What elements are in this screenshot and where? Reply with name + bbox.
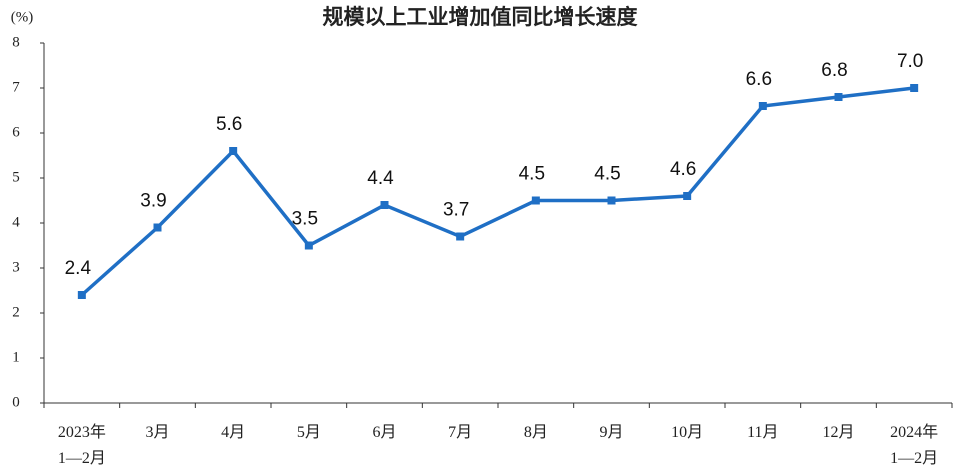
y-tick-label: 5 xyxy=(12,169,20,185)
data-point xyxy=(153,223,162,232)
x-tick-label: 7月 xyxy=(448,424,473,441)
data-point xyxy=(607,196,616,205)
data-label: 4.6 xyxy=(670,159,696,180)
x-tick-label: 3月 xyxy=(145,424,170,441)
data-label: 3.9 xyxy=(140,191,166,212)
y-tick-label: 6 xyxy=(12,124,20,140)
data-point xyxy=(456,232,465,241)
data-point xyxy=(77,291,86,299)
data-label: 6.8 xyxy=(821,60,847,81)
data-label: 4.5 xyxy=(594,164,620,185)
x-tick-label: 9月 xyxy=(599,424,624,441)
y-tick-label: 2 xyxy=(12,304,20,320)
data-point xyxy=(834,93,843,101)
x-tick-label: 4月 xyxy=(221,424,246,441)
y-tick-label: 3 xyxy=(12,259,20,275)
x-tick-label: 10月 xyxy=(671,424,704,441)
data-line xyxy=(80,86,915,297)
data-point xyxy=(304,241,313,250)
y-tick-label: 0 xyxy=(12,394,20,410)
x-tick-label: 12月 xyxy=(822,424,855,441)
data-point xyxy=(380,201,389,209)
data-point xyxy=(229,147,238,155)
data-label: 6.6 xyxy=(746,69,772,90)
x-tick-label: 5月 xyxy=(296,424,321,441)
chart-title: 规模以上工业增加值同比增长速度 xyxy=(323,5,638,29)
data-label: 3.7 xyxy=(443,200,469,221)
y-tick-label: 1 xyxy=(12,349,20,365)
data-point xyxy=(531,196,540,205)
data-label: 3.5 xyxy=(292,209,318,230)
x-tick-label: 6月 xyxy=(372,424,397,441)
x-tick-label: 2023年 1—2月 xyxy=(57,424,106,467)
data-point xyxy=(910,84,919,92)
x-tick-label: 11月 xyxy=(747,424,779,441)
data-label: 5.6 xyxy=(216,114,242,135)
data-label: 4.4 xyxy=(367,168,394,189)
y-axis-unit: (%) xyxy=(11,9,34,25)
data-label: 2.4 xyxy=(65,258,92,279)
data-label: 7.0 xyxy=(897,51,923,72)
x-tick-label: 2024年 1—2月 xyxy=(890,424,939,467)
data-point xyxy=(683,192,692,200)
y-tick-label: 4 xyxy=(12,214,20,230)
y-tick-label: 7 xyxy=(12,79,20,95)
data-label: 4.5 xyxy=(519,164,545,185)
x-tick-label: 8月 xyxy=(523,424,548,441)
data-point xyxy=(758,102,767,110)
y-tick-label: 8 xyxy=(12,34,20,50)
